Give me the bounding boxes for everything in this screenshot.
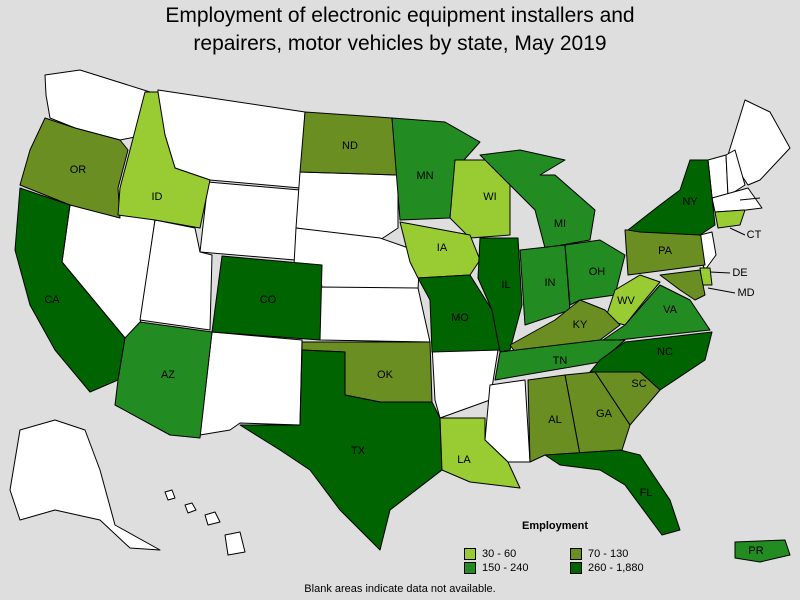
legend-swatch xyxy=(464,562,476,574)
state-fl[interactable] xyxy=(544,449,681,536)
label-ny: NY xyxy=(682,196,698,208)
no-data-states xyxy=(9,69,791,551)
legend-item-260-1880: 260 - 1,880 xyxy=(570,562,644,574)
label-id: ID xyxy=(152,191,163,203)
label-oh: OH xyxy=(589,266,606,278)
state-ct[interactable] xyxy=(714,209,746,229)
footnote: Blank areas indicate data not available. xyxy=(304,583,496,595)
label-ga: GA xyxy=(596,408,613,420)
md-leader-line xyxy=(707,287,736,294)
state-ny[interactable] xyxy=(627,159,716,236)
title-line-1: Employment of electronic equipment insta… xyxy=(165,4,635,27)
title-line-2: repairers, motor vehicles by state, May … xyxy=(193,32,607,55)
label-or: OR xyxy=(70,164,87,176)
label-in: IN xyxy=(545,277,556,289)
choropleth-states xyxy=(14,91,791,563)
legend-swatch xyxy=(464,548,476,560)
state-az[interactable] xyxy=(114,321,213,439)
state-co[interactable] xyxy=(211,255,323,341)
de-leader-line xyxy=(709,271,731,274)
label-mi: MI xyxy=(554,218,566,230)
label-il: IL xyxy=(501,279,510,291)
state-ms[interactable] xyxy=(484,379,531,463)
state-tx[interactable] xyxy=(239,349,443,551)
legend-item-30-60: 30 - 60 xyxy=(464,548,516,560)
state-nh[interactable] xyxy=(725,149,746,197)
label-la: LA xyxy=(457,454,471,466)
label-tn: TN xyxy=(553,355,568,367)
legend-title: Employment xyxy=(522,520,589,532)
state-hi-island-1[interactable] xyxy=(164,489,176,501)
state-hi-island-4[interactable] xyxy=(224,531,246,556)
legend-label: 260 - 1,880 xyxy=(588,562,644,574)
state-va[interactable] xyxy=(599,284,711,343)
label-pr: PR xyxy=(748,545,763,557)
legend-label: 70 - 130 xyxy=(588,548,629,560)
state-ut[interactable] xyxy=(139,219,213,331)
map-title: Employment of electronic equipment insta… xyxy=(0,2,800,58)
state-hi-island-3[interactable] xyxy=(204,511,221,526)
state-hi-island-2[interactable] xyxy=(184,502,197,514)
label-ia: IA xyxy=(437,242,448,254)
label-mo: MO xyxy=(451,312,469,324)
label-de: DE xyxy=(732,267,747,279)
ri-leader-line xyxy=(739,197,761,201)
label-az: AZ xyxy=(161,369,175,381)
label-sc: SC xyxy=(631,378,646,390)
hawaii-islands xyxy=(164,489,246,556)
label-wi: WI xyxy=(483,191,496,203)
state-wy[interactable] xyxy=(199,181,301,261)
label-ca: CA xyxy=(44,294,60,306)
legend-label: 150 - 240 xyxy=(482,562,529,574)
state-mi[interactable] xyxy=(479,149,596,249)
label-md: MD xyxy=(737,287,754,299)
label-ky: KY xyxy=(573,319,588,331)
label-va: VA xyxy=(663,304,678,316)
state-ca[interactable] xyxy=(14,187,126,393)
label-co: CO xyxy=(260,294,277,306)
territory-pr[interactable] xyxy=(734,539,791,563)
state-ma[interactable] xyxy=(711,187,763,213)
label-ct: CT xyxy=(747,229,762,241)
legend-swatch xyxy=(570,562,582,574)
state-md[interactable] xyxy=(659,269,706,301)
state-la[interactable] xyxy=(439,417,521,489)
label-tx: TX xyxy=(351,445,366,457)
label-nd: ND xyxy=(342,140,358,152)
label-leader-lines xyxy=(707,197,761,294)
state-id[interactable] xyxy=(117,91,211,229)
label-fl: FL xyxy=(640,487,653,499)
state-ks[interactable] xyxy=(319,286,431,343)
label-al: AL xyxy=(548,414,561,426)
ct-leader-line xyxy=(729,227,746,236)
label-ok: OK xyxy=(377,369,394,381)
state-nm[interactable] xyxy=(199,331,303,436)
legend-swatch xyxy=(570,548,582,560)
state-ak[interactable] xyxy=(9,419,161,551)
legend-label: 30 - 60 xyxy=(482,548,517,560)
label-wv: WV xyxy=(617,295,635,307)
legend-item-150-240: 150 - 240 xyxy=(464,562,528,574)
legend-item-70-130: 70 - 130 xyxy=(570,548,628,560)
label-mn: MN xyxy=(416,170,433,182)
label-pa: PA xyxy=(658,245,673,257)
state-me[interactable] xyxy=(727,99,791,186)
state-labels: OR ID CA AZ CO ND MN WI IA MO IL MI IN O… xyxy=(44,140,763,557)
label-nc: NC xyxy=(657,346,673,358)
